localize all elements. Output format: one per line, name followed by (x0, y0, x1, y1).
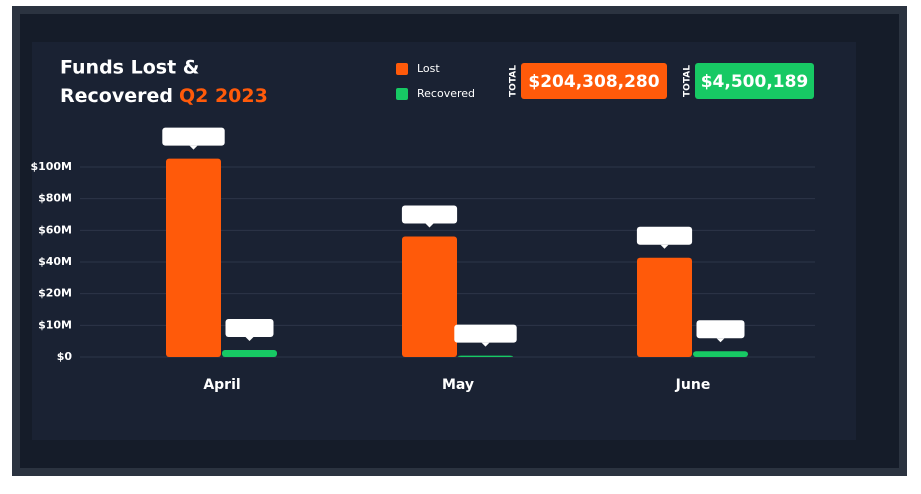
data-label-box (162, 127, 225, 146)
x-tick-label: June (675, 377, 711, 393)
data-label-pointer (716, 338, 725, 343)
data-label: $420,1K (460, 327, 511, 340)
title-line: Recovered Q2 2023 (60, 85, 268, 107)
title-highlight: Q2 2023 (179, 85, 268, 107)
data-label: $105,3M (167, 130, 220, 143)
y-tick-label: $60M (38, 223, 72, 236)
y-tick-label: $10M (38, 318, 72, 331)
bar (166, 158, 221, 357)
bar (458, 355, 513, 357)
bar (222, 350, 277, 357)
y-tick-label: $20M (38, 287, 72, 300)
data-label: $2,2M (230, 321, 268, 334)
y-tick-label: $80M (38, 192, 72, 205)
total-caption: TOTAL (509, 65, 519, 97)
data-label-box (636, 226, 693, 245)
total-box (695, 63, 814, 99)
data-label-box (454, 324, 517, 343)
bar (637, 257, 692, 357)
data-label-pointer (481, 342, 490, 347)
total-box (521, 63, 667, 99)
x-tick-label: April (203, 377, 240, 393)
data-label: $1,8M (701, 322, 739, 335)
data-label-box (225, 319, 274, 338)
legend-swatch (396, 88, 408, 100)
legend-label: Recovered (417, 87, 475, 100)
data-label: $42,7M (642, 229, 688, 242)
data-label-box (696, 320, 745, 339)
total-value: $4,500,189 (701, 72, 809, 92)
data-label-pointer (425, 223, 434, 228)
title-line: Funds Lost & (60, 57, 199, 79)
data-label-box (401, 205, 458, 224)
legend-swatch (396, 63, 408, 75)
y-tick-label: $100M (30, 160, 72, 173)
y-tick-label: $0 (57, 350, 73, 363)
data-label-pointer (660, 244, 669, 249)
data-label-pointer (189, 145, 198, 150)
bar (693, 351, 748, 357)
y-tick-label: $40M (38, 255, 72, 268)
total-caption: TOTAL (683, 65, 693, 97)
bar (402, 236, 457, 357)
title-part: Recovered (60, 85, 173, 107)
legend-label: Lost (417, 62, 440, 75)
data-label-pointer (245, 337, 254, 342)
data-label: $56,1M (407, 208, 453, 221)
total-value: $204,308,280 (528, 72, 659, 92)
x-tick-label: May (442, 377, 474, 393)
